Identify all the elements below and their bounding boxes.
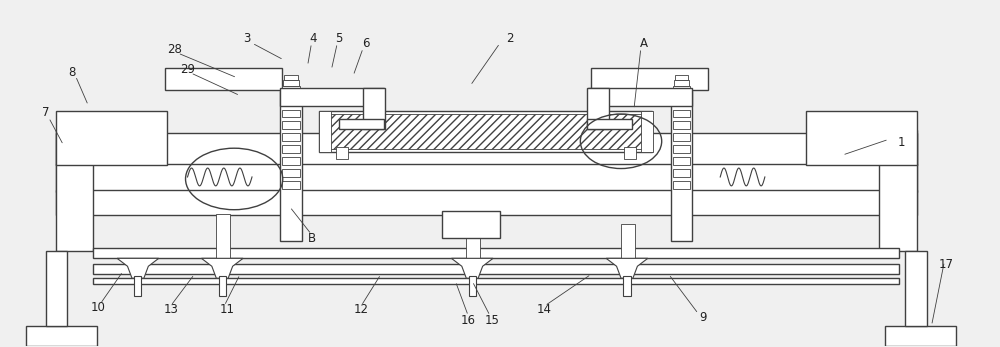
Bar: [282, 110, 300, 117]
Bar: [56, 130, 93, 251]
Bar: [216, 214, 230, 258]
Text: 8: 8: [68, 66, 75, 79]
Bar: [282, 169, 300, 177]
Text: 16: 16: [461, 314, 476, 327]
Bar: [588, 88, 692, 105]
Bar: [165, 68, 282, 90]
Text: 29: 29: [180, 64, 195, 76]
Bar: [624, 147, 636, 159]
Bar: [219, 276, 226, 296]
Text: 13: 13: [163, 303, 178, 316]
Text: 1: 1: [898, 136, 906, 149]
Bar: [675, 75, 688, 80]
Bar: [885, 326, 956, 346]
Text: 11: 11: [220, 303, 235, 316]
Bar: [879, 130, 917, 251]
Bar: [363, 88, 385, 129]
Bar: [134, 276, 141, 296]
Text: 4: 4: [310, 32, 317, 45]
Bar: [673, 157, 690, 165]
Bar: [442, 211, 500, 238]
Bar: [806, 110, 917, 165]
Bar: [93, 264, 899, 274]
Bar: [621, 223, 635, 258]
Bar: [319, 110, 652, 152]
Bar: [323, 115, 649, 149]
Bar: [587, 88, 609, 129]
Bar: [469, 276, 476, 296]
Bar: [56, 190, 917, 215]
Bar: [905, 251, 927, 326]
Bar: [336, 147, 348, 159]
Text: 12: 12: [354, 303, 369, 316]
Bar: [674, 80, 689, 86]
Bar: [673, 110, 690, 117]
Bar: [284, 75, 298, 80]
Bar: [673, 169, 690, 177]
Bar: [26, 326, 97, 346]
Bar: [673, 145, 690, 153]
Bar: [587, 119, 632, 129]
Bar: [282, 121, 300, 129]
Bar: [93, 278, 899, 284]
Bar: [466, 214, 480, 258]
Bar: [591, 68, 708, 90]
Bar: [282, 157, 300, 165]
Text: 5: 5: [336, 32, 343, 45]
Text: 2: 2: [506, 32, 514, 45]
Bar: [56, 133, 917, 165]
Bar: [280, 88, 384, 105]
Text: 28: 28: [167, 43, 182, 57]
Text: A: A: [640, 36, 648, 50]
Text: B: B: [307, 232, 316, 245]
Bar: [56, 164, 917, 192]
Polygon shape: [606, 258, 648, 278]
Bar: [339, 119, 384, 129]
Bar: [673, 121, 690, 129]
Text: 6: 6: [362, 36, 370, 50]
Bar: [46, 251, 67, 326]
Bar: [280, 91, 302, 242]
Bar: [641, 110, 653, 152]
Bar: [319, 110, 331, 152]
Bar: [673, 86, 690, 94]
Bar: [283, 80, 299, 86]
Text: 17: 17: [939, 258, 954, 271]
Bar: [673, 181, 690, 189]
Polygon shape: [201, 258, 243, 278]
Bar: [282, 181, 300, 189]
Polygon shape: [451, 258, 493, 278]
Bar: [623, 276, 631, 296]
Bar: [282, 145, 300, 153]
Text: 9: 9: [700, 311, 707, 324]
Bar: [673, 133, 690, 141]
Bar: [93, 248, 899, 258]
Polygon shape: [117, 258, 159, 278]
Text: 3: 3: [243, 32, 251, 45]
Text: 15: 15: [485, 314, 500, 327]
Text: 14: 14: [537, 303, 552, 316]
Text: 7: 7: [42, 106, 49, 119]
Text: 10: 10: [91, 302, 106, 314]
Bar: [282, 86, 300, 94]
Bar: [671, 91, 692, 242]
Bar: [282, 133, 300, 141]
Bar: [56, 110, 167, 165]
